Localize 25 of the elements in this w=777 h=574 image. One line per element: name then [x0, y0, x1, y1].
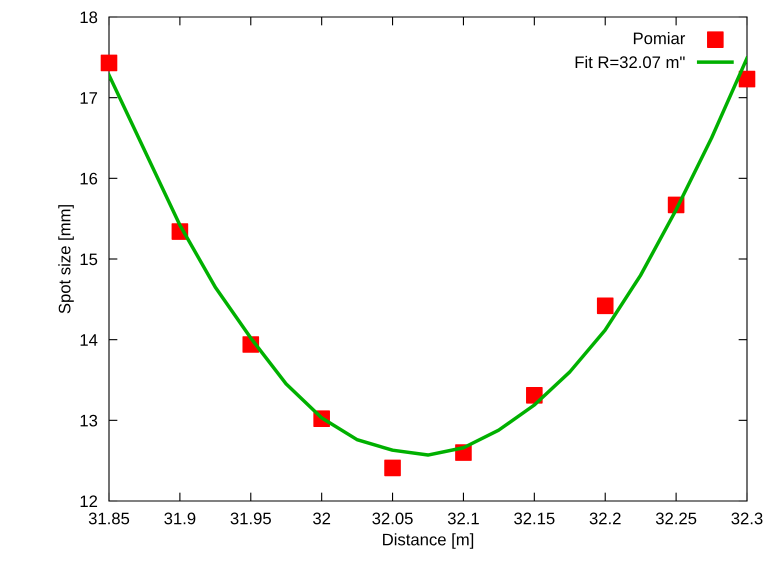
x-tick-label: 32.1	[448, 512, 479, 524]
x-tick-label: 32.2	[590, 512, 621, 524]
x-tick-label: 31.9	[164, 512, 196, 524]
x-tick-label: 32.05	[372, 512, 413, 524]
y-tick-label: 14	[80, 334, 98, 346]
y-tick-label: 13	[80, 414, 98, 427]
y-tick-label: 16	[80, 172, 98, 185]
x-tick-label: 32.3	[731, 512, 762, 524]
x-axis-title: Distance [m]	[383, 533, 474, 549]
point	[738, 70, 756, 88]
y-tick-label: 12	[80, 495, 98, 508]
y-tick-label: 17	[80, 92, 98, 104]
x-tick-label: 32.25	[656, 512, 696, 524]
point	[100, 54, 118, 72]
point	[596, 297, 614, 314]
legend-label: Pomiar	[634, 32, 686, 44]
x-tick-label: 31.95	[230, 512, 271, 524]
x-tick-label: 31.85	[88, 512, 130, 524]
legend-label: Fit R=32.07 m"	[576, 56, 685, 68]
x-tick-label: 32.15	[514, 512, 554, 524]
y-tick-label: 18	[80, 11, 98, 24]
y-axis-title: Spot size [mm]	[58, 205, 74, 314]
point	[384, 460, 401, 476]
x-tick-label: 32	[313, 512, 330, 524]
y-tick-label: 15	[80, 254, 98, 266]
